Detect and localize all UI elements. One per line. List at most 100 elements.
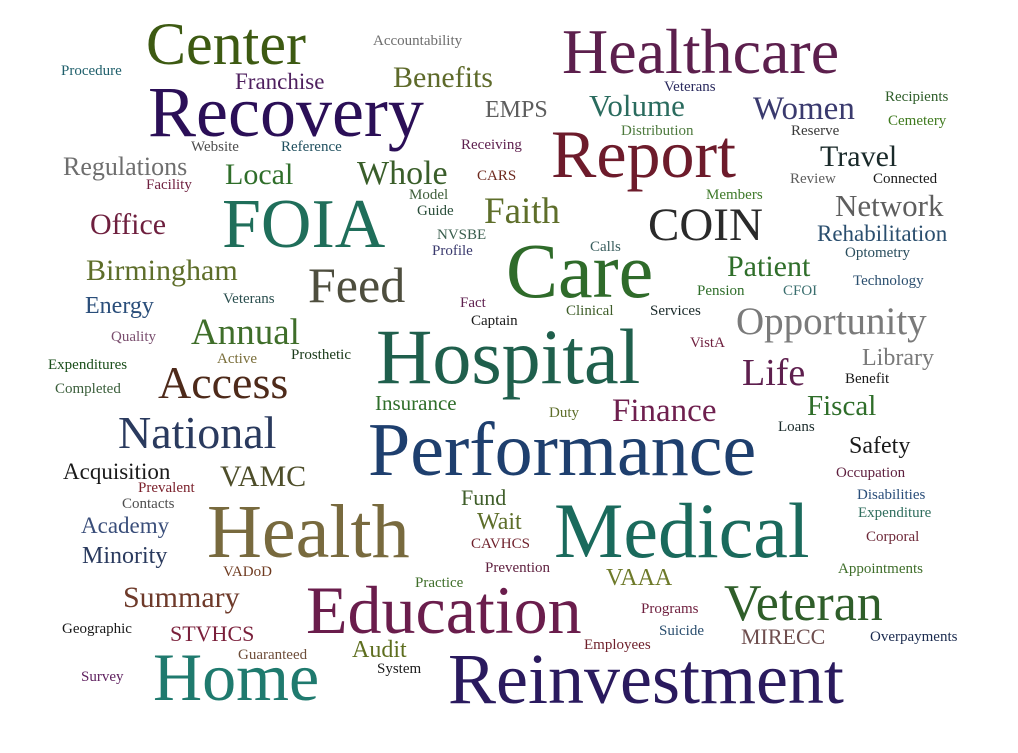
word-healthcare: Healthcare: [562, 16, 840, 87]
word-technology: Technology: [853, 273, 924, 289]
word-facility: Facility: [146, 177, 192, 193]
word-recipients: Recipients: [885, 89, 949, 105]
word-veterans-2: Veterans: [223, 291, 275, 307]
word-nvsbe: NVSBE: [437, 227, 487, 243]
word-performance: Performance: [368, 408, 757, 492]
word-health: Health: [207, 490, 410, 574]
word-veteran: Veteran: [724, 575, 883, 632]
word-cemetery: Cemetery: [888, 113, 947, 129]
word-report: Report: [551, 116, 737, 192]
word-medical: Medical: [554, 487, 810, 574]
word-vista: VistA: [690, 335, 725, 351]
word-recovery: Recovery: [148, 72, 424, 152]
word-office: Office: [90, 208, 167, 241]
word-reserve: Reserve: [791, 123, 840, 139]
word-local: Local: [225, 158, 294, 191]
word-loans: Loans: [778, 419, 815, 435]
word-audit: Audit: [352, 637, 407, 663]
word-care: Care: [506, 227, 654, 314]
word-optometry: Optometry: [845, 245, 910, 261]
word-whole: Whole: [357, 155, 448, 192]
word-faith: Faith: [484, 191, 561, 232]
word-fact: Fact: [460, 295, 486, 311]
word-prevention: Prevention: [485, 560, 550, 576]
word-completed: Completed: [55, 381, 121, 397]
word-reference: Reference: [281, 139, 342, 155]
word-accountability: Accountability: [373, 33, 463, 49]
word-birmingham: Birmingham: [86, 254, 238, 287]
word-center: Center: [146, 11, 306, 77]
word-feed: Feed: [308, 257, 406, 313]
word-employees: Employees: [584, 637, 651, 653]
word-cars: CARS: [477, 168, 517, 184]
word-franchise: Franchise: [235, 69, 325, 94]
word-vaaa: VAAA: [606, 565, 673, 591]
word-education: Education: [306, 572, 582, 648]
word-summary: Summary: [123, 581, 240, 614]
word-prosthetic: Prosthetic: [291, 347, 351, 363]
word-guaranteed: Guaranteed: [238, 647, 308, 663]
word-opportunity: Opportunity: [736, 300, 927, 343]
word-model: Model: [409, 187, 449, 203]
word-website: Website: [191, 139, 239, 155]
word-expenditures: Expenditures: [48, 357, 128, 373]
word-reinvestment: Reinvestment: [448, 639, 844, 719]
word-acquisition: Acquisition: [63, 459, 171, 484]
word-appointments: Appointments: [838, 561, 923, 577]
word-benefits: Benefits: [393, 61, 493, 94]
word-corporal: Corporal: [866, 529, 920, 545]
word-hospital: Hospital: [376, 313, 641, 400]
word-emps: EMPS: [485, 97, 548, 123]
word-duty: Duty: [549, 405, 579, 421]
word-benefit: Benefit: [845, 371, 890, 387]
word-connected: Connected: [873, 171, 938, 187]
word-foia: FOIA: [222, 186, 386, 263]
word-disabilities: Disabilities: [857, 487, 926, 503]
word-mirecc: MIRECC: [741, 624, 826, 649]
word-suicide: Suicide: [659, 623, 704, 639]
word-women: Women: [753, 91, 855, 127]
word-library: Library: [862, 345, 934, 371]
word-system: System: [377, 661, 422, 677]
word-coin: COIN: [648, 199, 763, 251]
word-survey: Survey: [81, 669, 124, 685]
word-minority: Minority: [82, 543, 168, 569]
word-geographic: Geographic: [62, 621, 132, 637]
word-national: National: [118, 407, 277, 458]
word-stvhcs: STVHCS: [170, 621, 255, 646]
word-access: Access: [158, 357, 289, 408]
word-travel: Travel: [820, 140, 898, 173]
word-services: Services: [650, 303, 701, 319]
word-fund: Fund: [461, 485, 507, 510]
word-overpayments: Overpayments: [870, 629, 958, 645]
word-veterans: Veterans: [664, 79, 716, 95]
word-clinical: Clinical: [566, 303, 614, 319]
word-profile: Profile: [432, 243, 473, 259]
word-members: Members: [706, 187, 763, 203]
word-guide: Guide: [417, 203, 454, 219]
word-energy: Energy: [85, 293, 154, 319]
word-active: Active: [217, 351, 257, 367]
word-procedure: Procedure: [61, 63, 122, 79]
word-finance: Finance: [612, 393, 717, 429]
word-safety: Safety: [849, 433, 911, 459]
word-programs: Programs: [641, 601, 699, 617]
word-practice: Practice: [415, 575, 464, 591]
word-regulations: Regulations: [63, 152, 188, 181]
word-expenditure: Expenditure: [858, 505, 932, 521]
word-patient: Patient: [727, 250, 811, 283]
word-cfoi: CFOI: [783, 283, 818, 299]
word-captain: Captain: [471, 313, 518, 329]
word-insurance: Insurance: [375, 391, 457, 415]
word-annual: Annual: [191, 312, 300, 353]
word-wait: Wait: [477, 509, 522, 535]
word-network: Network: [835, 188, 944, 223]
word-life: Life: [742, 352, 806, 394]
word-distribution: Distribution: [621, 123, 694, 139]
word-contacts: Contacts: [122, 496, 175, 512]
word-occupation: Occupation: [836, 465, 906, 481]
word-home: Home: [153, 639, 320, 715]
word-pension: Pension: [697, 283, 745, 299]
word-quality: Quality: [111, 329, 156, 345]
